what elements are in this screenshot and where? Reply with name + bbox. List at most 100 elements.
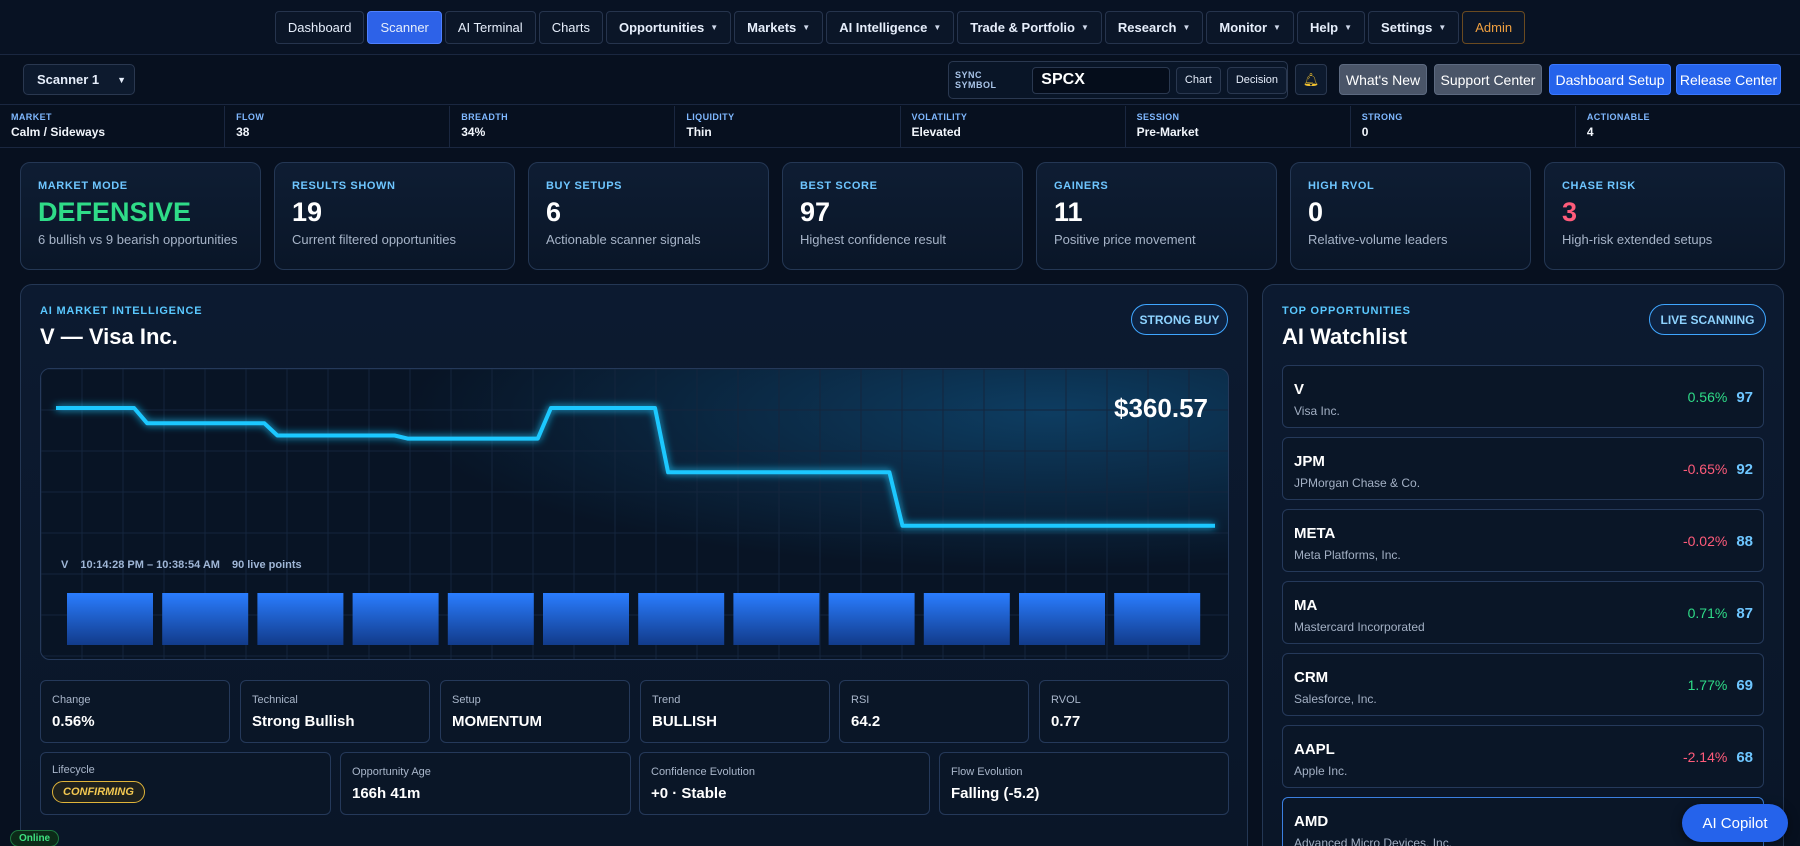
strip-value: Calm / Sideways: [11, 125, 106, 139]
sync-symbol-input[interactable]: SPCX: [1032, 66, 1170, 94]
strip-value: Elevated: [911, 125, 961, 139]
nav-opportunities[interactable]: Opportunities ▼: [605, 10, 732, 44]
nav-label: Help: [1309, 19, 1339, 35]
watchlist-company: Apple Inc.: [1294, 764, 1348, 778]
nav-dashboard[interactable]: Dashboard: [274, 10, 365, 44]
watchlist-company: Mastercard Incorporated: [1294, 620, 1425, 634]
chart-caption-points: 90 live points: [231, 559, 302, 571]
notifications-button[interactable]: 🔔︎: [1295, 64, 1327, 95]
nav-label: Charts: [551, 19, 590, 35]
metric-technical: Technical Strong Bullish: [240, 680, 430, 743]
support-center-button[interactable]: Support Center: [1434, 64, 1542, 95]
strip-value: 38: [236, 125, 250, 139]
strip-market: MARKET Calm / Sideways: [0, 106, 226, 147]
nav-help[interactable]: Help ▼: [1296, 10, 1366, 44]
kpi-value: 3: [1562, 197, 1578, 227]
strip-liquidity: LIQUIDITY Thin: [675, 106, 901, 147]
strip-label: VOLATILITY: [911, 112, 968, 122]
nav-markets[interactable]: Markets ▼: [734, 10, 824, 44]
kpi-value: 97: [800, 197, 831, 227]
metric-label: Trend: [652, 694, 681, 706]
kpi-results-shown: RESULTS SHOWN 19 Current filtered opportun…: [274, 162, 515, 270]
nav-charts[interactable]: Charts: [538, 10, 603, 44]
metric-label: Change: [52, 694, 91, 706]
kpi-chase-risk: CHASE RISK 3 High-risk extended setups: [1544, 162, 1785, 270]
chevron-down-icon: ▼: [933, 22, 942, 32]
dashboard-setup-button[interactable]: Dashboard Setup: [1549, 64, 1671, 95]
nav-trade-portfolio[interactable]: Trade & Portfolio ▼: [957, 10, 1102, 44]
metric-value: Strong Bullish: [252, 713, 355, 730]
volume-bar: [162, 593, 249, 645]
metric-value: +0 · Stable: [651, 785, 727, 802]
metric-label: RVOL: [1051, 694, 1081, 706]
watchlist-company: Advanced Micro Devices, Inc.: [1294, 836, 1453, 846]
kpi-label: CHASE RISK: [1562, 180, 1636, 192]
volume-bar: [352, 593, 439, 645]
watchlist-item-crm[interactable]: CRM Salesforce, Inc. 1.77% 69: [1282, 653, 1764, 716]
metric-label: RSI: [851, 694, 870, 706]
watchlist-ticker: CRM: [1294, 669, 1329, 686]
strip-label: MARKET: [11, 112, 52, 122]
nav-label: Scanner: [380, 19, 429, 35]
metric-rvol: RVOL 0.77: [1039, 680, 1229, 743]
nav-monitor[interactable]: Monitor ▼: [1206, 10, 1294, 44]
metric-value: 166h 41m: [352, 785, 421, 802]
metric-value: Falling (-5.2): [951, 785, 1040, 802]
live-scanning-badge: LIVE SCANNING: [1649, 304, 1766, 335]
chart-button[interactable]: Chart: [1175, 66, 1221, 94]
kpi-value: 11: [1054, 197, 1083, 227]
kpi-desc: Positive price movement: [1054, 232, 1196, 247]
nav-admin[interactable]: Admin: [1462, 10, 1526, 44]
watchlist-change: -0.65%: [1682, 461, 1728, 477]
nav-settings[interactable]: Settings ▼: [1368, 10, 1460, 44]
nav-scanner[interactable]: Scanner: [367, 10, 442, 44]
watchlist-stats: -0.02% 88: [1683, 533, 1753, 550]
strip-label: ACTIONABLE: [1586, 112, 1650, 122]
watchlist-item-ma[interactable]: MA Mastercard Incorporated 0.71% 87: [1282, 581, 1764, 644]
watchlist-item-aapl[interactable]: AAPL Apple Inc. -2.14% 68: [1282, 725, 1764, 788]
watchlist-ticker: META: [1294, 525, 1336, 542]
watchlist-stats: 0.56% 97: [1688, 389, 1753, 406]
watchlist-company: Visa Inc.: [1294, 404, 1340, 418]
scanner-select[interactable]: Scanner 1 ▼: [23, 64, 135, 95]
chart-price: $360.57: [1114, 393, 1208, 423]
strip-label: LIQUIDITY: [686, 112, 735, 122]
chevron-down-icon: ▼: [117, 74, 127, 85]
kpi-label: GAINERS: [1054, 180, 1109, 192]
nav-label: Admin: [1475, 19, 1513, 35]
nav-ai-intelligence[interactable]: AI Intelligence ▼: [826, 10, 955, 44]
whats-new-button[interactable]: What's New: [1339, 64, 1427, 95]
bell-icon: 🔔︎: [1302, 71, 1320, 87]
decision-button[interactable]: Decision: [1226, 66, 1287, 94]
watchlist-company: JPMorgan Chase & Co.: [1294, 476, 1421, 490]
strip-label: STRONG: [1361, 112, 1403, 122]
kpi-value: 0: [1308, 197, 1324, 227]
chevron-down-icon: ▼: [1273, 22, 1281, 32]
metric-label: Setup: [452, 694, 481, 706]
online-status-badge: Online: [10, 830, 60, 846]
nav-research[interactable]: Research ▼: [1104, 10, 1204, 44]
strong-buy-badge: STRONG BUY: [1131, 304, 1228, 335]
metric-flow-evolution: Flow Evolution Falling (-5.2): [939, 752, 1229, 815]
strip-label: BREADTH: [461, 112, 509, 122]
kpi-label: HIGH RVOL: [1308, 180, 1375, 192]
chevron-down-icon: ▼: [1344, 22, 1353, 32]
watchlist-item-jpm[interactable]: JPM JPMorgan Chase & Co. -0.65% 92: [1282, 437, 1764, 500]
ai-copilot-button[interactable]: AI Copilot: [1682, 804, 1788, 842]
scanner-select-label: Scanner 1: [37, 72, 100, 87]
strip-breadth: BREADTH 34%: [450, 106, 676, 147]
strip-volatility: VOLATILITY Elevated: [901, 106, 1126, 147]
strip-value: 34%: [461, 125, 486, 139]
chevron-down-icon: ▼: [1438, 22, 1447, 32]
panel-kicker: TOP OPPORTUNITIES: [1282, 305, 1411, 317]
watchlist-item-meta[interactable]: META Meta Platforms, Inc. -0.02% 88: [1282, 509, 1764, 572]
volume-bar: [67, 593, 153, 645]
nav-ai-terminal[interactable]: AI Terminal: [444, 10, 536, 44]
metric-value: 64.2: [851, 713, 881, 730]
release-center-button[interactable]: Release Center: [1676, 64, 1781, 95]
metric-value: BULLISH: [652, 713, 717, 730]
watchlist-ticker: V: [1294, 381, 1305, 398]
watchlist-item-v[interactable]: V Visa Inc. 0.56% 97: [1282, 365, 1764, 428]
metric-label: Confidence Evolution: [651, 766, 755, 778]
nav-label: Monitor: [1219, 19, 1268, 35]
